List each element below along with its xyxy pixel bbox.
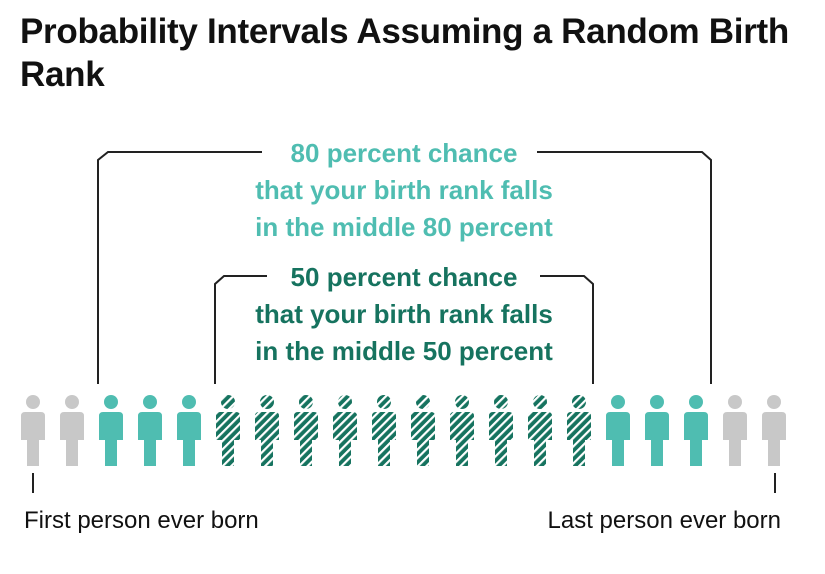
bracket-50-right xyxy=(540,275,594,384)
person-figure-outside xyxy=(21,395,45,466)
person-figure-outside xyxy=(723,395,747,466)
bracket-50-left xyxy=(214,275,267,384)
person-figure-middle80 xyxy=(177,395,201,466)
bracket-80-left xyxy=(97,151,262,384)
interval-80-line-2: that your birth rank falls xyxy=(255,175,553,205)
person-figure-middle80 xyxy=(99,395,123,466)
person-figure-middle50 xyxy=(372,395,396,466)
people-row xyxy=(21,395,786,466)
person-figure-middle80 xyxy=(138,395,162,466)
person-figure-middle80 xyxy=(684,395,708,466)
person-figure-outside xyxy=(762,395,786,466)
person-figure-middle50 xyxy=(489,395,513,466)
interval-50-line-1: 50 percent chance xyxy=(291,262,518,292)
interval-50-line-3: in the middle 50 percent xyxy=(255,336,553,366)
last-person-label: Last person ever born xyxy=(548,507,781,534)
person-figure-middle80 xyxy=(606,395,630,466)
interval-50-line-2: that your birth rank falls xyxy=(255,299,553,329)
person-figure-middle50 xyxy=(294,395,318,466)
interval-80-line-3: in the middle 80 percent xyxy=(255,212,553,242)
person-figure-middle50 xyxy=(411,395,435,466)
bracket-80-right xyxy=(537,151,712,384)
person-figure-middle50 xyxy=(450,395,474,466)
person-figure-middle50 xyxy=(567,395,591,466)
person-figure-middle50 xyxy=(528,395,552,466)
chart-title: Probability Intervals Assuming a Random … xyxy=(20,12,789,94)
first-person-label: First person ever born xyxy=(24,507,259,534)
person-figure-middle50 xyxy=(333,395,357,466)
person-figure-middle50 xyxy=(255,395,279,466)
person-figure-middle80 xyxy=(645,395,669,466)
interval-80-line-1: 80 percent chance xyxy=(291,138,518,168)
person-figure-outside xyxy=(60,395,84,466)
person-figure-middle50 xyxy=(216,395,240,466)
